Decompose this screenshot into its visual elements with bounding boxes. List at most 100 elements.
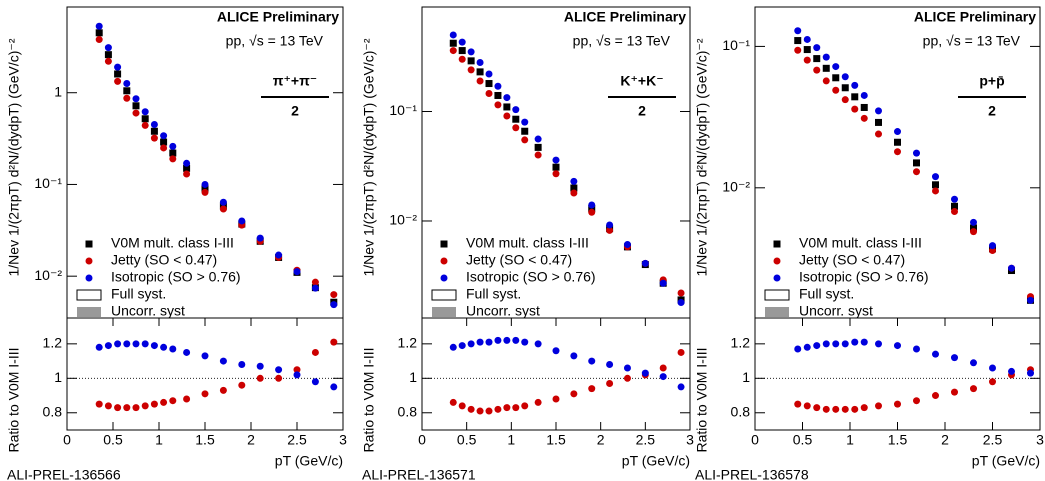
x-tick-label: 2.5 — [287, 432, 307, 448]
marker — [534, 135, 542, 143]
x-tick-label: 1 — [846, 432, 854, 448]
marker — [851, 105, 859, 113]
marker — [183, 395, 191, 403]
marker — [534, 151, 542, 159]
marker — [794, 345, 802, 353]
marker — [521, 136, 529, 144]
marker — [201, 188, 209, 196]
marker — [521, 338, 529, 346]
legend-label: Jetty (SO < 0.47) — [111, 252, 217, 268]
marker — [330, 301, 338, 309]
marker — [467, 340, 475, 348]
annotation: ALICE Preliminary — [914, 9, 1036, 25]
marker — [1027, 369, 1034, 377]
marker — [894, 342, 901, 350]
marker — [512, 124, 520, 132]
marker — [150, 342, 158, 350]
annotation: ALICE Preliminary — [217, 9, 339, 25]
y-tick-label: 1 — [54, 83, 62, 99]
marker — [512, 336, 520, 344]
marker — [330, 291, 338, 299]
plot-frame — [421, 317, 691, 431]
legend-label: V0M mult. class I-III — [799, 235, 922, 251]
legend-box — [764, 289, 790, 301]
legend-marker — [440, 257, 448, 265]
marker — [512, 115, 520, 123]
watermark: ALI-PREL-136571 — [362, 467, 476, 481]
marker — [822, 77, 830, 85]
annotation: ALICE Preliminary — [564, 9, 686, 25]
marker — [458, 342, 466, 350]
marker — [677, 348, 685, 356]
legend-marker — [440, 274, 448, 282]
x-tick-label: 2.5 — [983, 432, 1003, 448]
marker — [521, 402, 529, 410]
marker — [813, 342, 821, 350]
marker — [275, 251, 283, 259]
y-tick-label: 10⁻¹ — [722, 37, 750, 53]
marker — [449, 398, 457, 406]
marker — [160, 138, 168, 146]
marker — [932, 181, 939, 189]
marker — [330, 383, 338, 391]
y-axis-label: 1/Nev 1/(2πpT) d²N/(dydpT) (GeV/c)⁻² — [361, 38, 377, 276]
marker — [588, 201, 596, 209]
marker — [201, 352, 209, 360]
marker — [588, 385, 596, 393]
marker — [677, 299, 685, 307]
marker — [552, 347, 560, 355]
marker — [256, 234, 264, 242]
marker — [951, 207, 958, 215]
marker — [95, 343, 103, 351]
marker — [141, 108, 149, 116]
marker — [476, 407, 484, 415]
watermark: ALI-PREL-136566 — [7, 467, 121, 481]
y-tick-label: 1 — [54, 369, 62, 385]
marker — [104, 402, 112, 410]
marker — [141, 115, 149, 123]
marker — [841, 405, 849, 413]
marker — [141, 121, 149, 129]
y-axis-label: Ratio to V0M I-III — [361, 347, 377, 452]
marker — [989, 242, 996, 250]
marker — [183, 159, 191, 167]
marker — [832, 86, 840, 94]
marker — [114, 340, 122, 348]
marker — [803, 46, 811, 54]
marker — [458, 38, 466, 46]
marker — [970, 218, 977, 226]
marker — [330, 338, 338, 346]
marker — [588, 205, 596, 213]
plot-frame — [754, 317, 1041, 431]
x-axis-label: pT (GeV/c) — [972, 453, 1040, 469]
marker — [132, 340, 140, 348]
x-tick-label: 1.5 — [195, 432, 215, 448]
marker — [95, 29, 103, 37]
marker — [1008, 264, 1015, 272]
y-tick-label: 10⁻² — [389, 212, 417, 228]
marker — [275, 374, 283, 382]
marker — [485, 80, 493, 88]
marker — [132, 95, 140, 103]
marker — [169, 345, 177, 353]
y-tick-label: 1.2 — [43, 335, 63, 351]
marker — [677, 289, 685, 297]
marker — [467, 66, 475, 74]
marker — [160, 343, 168, 351]
particle-numerator: π⁺+π⁻ — [273, 73, 317, 89]
marker — [150, 121, 158, 129]
marker — [512, 106, 520, 114]
marker — [588, 357, 596, 365]
marker — [123, 80, 131, 88]
marker — [238, 361, 246, 369]
marker — [494, 82, 502, 90]
marker — [803, 56, 811, 64]
marker — [503, 103, 511, 111]
marker — [476, 338, 484, 346]
marker — [822, 64, 830, 72]
marker — [123, 87, 131, 95]
marker — [641, 369, 649, 377]
legend-marker — [85, 240, 93, 248]
marker — [219, 386, 227, 394]
